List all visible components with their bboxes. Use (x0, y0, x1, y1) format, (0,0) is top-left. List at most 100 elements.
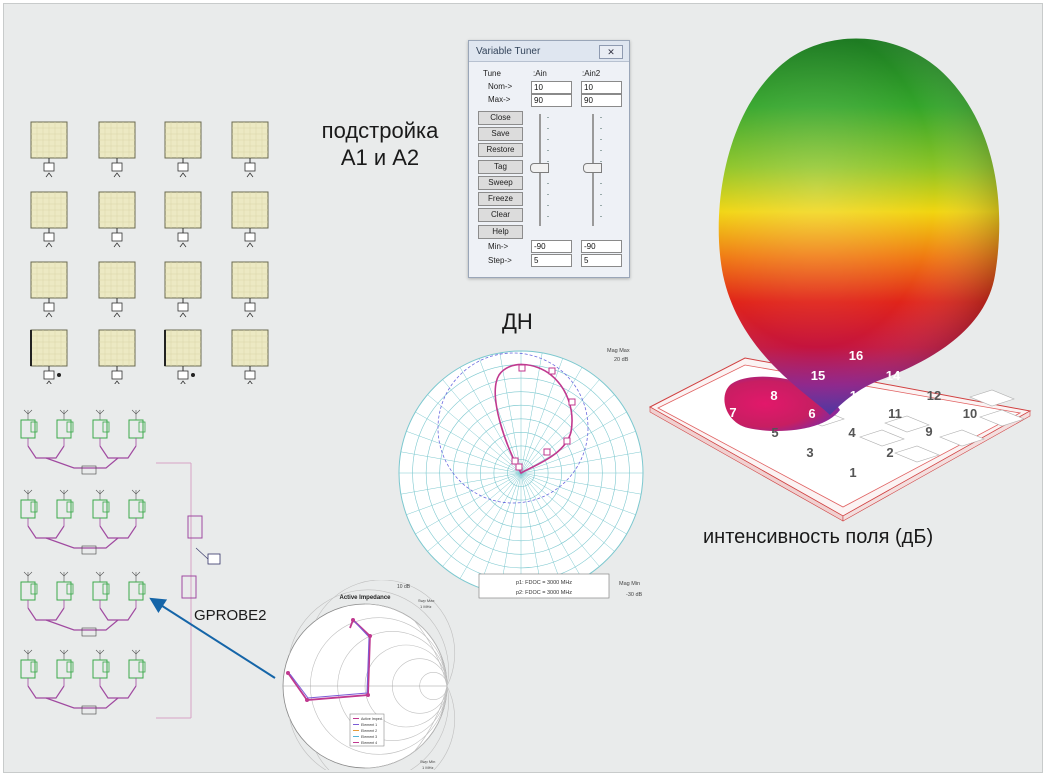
impedance-marker (351, 618, 355, 622)
schematic-element (128, 499, 144, 519)
ain-max-field[interactable]: 90 (531, 94, 572, 107)
help-button[interactable]: Help (478, 225, 523, 239)
restore-button[interactable]: Restore (478, 143, 523, 157)
pattern-marker (511, 457, 519, 465)
combiner-line (99, 445, 137, 459)
ain2-nom-field[interactable]: 10 (581, 81, 622, 94)
smith-reactance-arc (364, 603, 448, 687)
schematic-element (138, 501, 146, 513)
antenna-symbol (95, 489, 105, 495)
element-number-label: 4 (848, 425, 856, 440)
ain2-min-field[interactable]: -90 (581, 240, 622, 253)
tile-ground (179, 172, 187, 178)
schematic-element (66, 421, 74, 433)
antenna-symbol (23, 489, 33, 495)
ain2-step-field[interactable]: 5 (581, 254, 622, 267)
combiner-line (45, 619, 119, 631)
close-button[interactable]: Close (478, 111, 523, 125)
save-button[interactable]: Save (478, 127, 523, 141)
smith-legend-entry: Element 1 (361, 723, 377, 727)
element-number-label: 14 (886, 368, 901, 383)
port-tile-icon (164, 191, 202, 248)
smith-corner-tl: 10 dB (397, 584, 411, 590)
schematic-element (138, 583, 146, 595)
impedance-marker (286, 671, 290, 675)
tile-ground (180, 380, 186, 384)
combiner-line (45, 697, 119, 709)
tuning-label-line1: подстройка (321, 118, 439, 143)
smith-reactance-arc (413, 620, 448, 687)
schematic-block (20, 649, 146, 715)
schematic-wire (195, 547, 209, 560)
schematic-element (20, 581, 36, 601)
polar-spoke (520, 472, 583, 579)
schematic-element (81, 705, 97, 715)
ain-step-field[interactable]: 5 (531, 254, 572, 267)
antenna-symbol (59, 649, 69, 655)
field-intensity-caption: интенсивность поля (дБ) (703, 526, 934, 548)
tile-port-box (111, 162, 123, 172)
polar-spoke (406, 431, 522, 474)
sweep-button[interactable]: Sweep (478, 176, 523, 190)
smith-swp-min-val: 1 MHz (422, 765, 434, 770)
pattern-trace (494, 363, 576, 475)
antenna-symbol (95, 571, 105, 577)
pattern-marker (563, 437, 571, 445)
freeze-button[interactable]: Freeze (478, 192, 523, 206)
ain-min-field[interactable]: -90 (531, 240, 572, 253)
port-tile-icon (231, 121, 269, 178)
element-number-label: 10 (963, 406, 977, 421)
smith-swp-min: Swp Min (420, 759, 435, 764)
variable-tuner-window: Variable Tuner ✕ Tune :Ain :Ain2 Nom-> M… (468, 40, 630, 278)
element-number-label: 16 (849, 348, 863, 363)
schematic-element (66, 661, 74, 673)
schematic-element (30, 501, 38, 513)
gprobe-label: GPROBE2 (194, 607, 267, 624)
port-tile-icon (30, 261, 68, 318)
element-number-label: 15 (811, 368, 825, 383)
impedance-trace (289, 620, 370, 699)
tile-port-box (43, 370, 55, 380)
element-number-label: 5 (771, 425, 778, 440)
tile-port-box (43, 162, 55, 172)
element-number-label: 13 (850, 388, 864, 403)
close-icon[interactable]: ✕ (599, 45, 623, 59)
port-tile-icon (98, 329, 136, 384)
ain-nom-field[interactable]: 10 (531, 81, 572, 94)
tuner-titlebar[interactable]: Variable Tuner ✕ (469, 41, 629, 62)
combiner-line (45, 457, 119, 469)
tile-port-box (177, 302, 189, 312)
schematic-element (128, 419, 144, 439)
tag-button[interactable]: Tag (478, 160, 523, 174)
combiner-line (99, 607, 137, 621)
port-symbol (207, 553, 221, 565)
schematic-element (66, 501, 74, 513)
schematic-element (187, 515, 203, 539)
port-tile-icon (231, 191, 269, 248)
column-header-ain2: :Ain2 (582, 69, 601, 78)
schematic-element (102, 583, 110, 595)
tile-port-box (244, 162, 256, 172)
step-label: Step-> (488, 256, 512, 265)
port-tile-icon (164, 121, 202, 178)
ain2-max-field[interactable]: 90 (581, 94, 622, 107)
tune-label: Tune (483, 69, 501, 78)
combiner-line (27, 607, 65, 621)
antenna-symbol (23, 649, 33, 655)
ain-slider-thumb[interactable] (530, 163, 549, 173)
antenna-symbol (131, 571, 141, 577)
clear-button[interactable]: Clear (478, 208, 523, 222)
smith-legend-entry: Element 4 (361, 741, 377, 745)
polar-spoke (520, 352, 543, 474)
ain2-slider-thumb[interactable] (583, 163, 602, 173)
schematic-element (81, 545, 97, 555)
element-number-label: 8 (770, 388, 777, 403)
tile-port-box (111, 302, 123, 312)
antenna-symbol (59, 571, 69, 577)
schematic-element (20, 419, 36, 439)
smith-reactance-arc (364, 685, 448, 769)
main-lobe-shading (718, 38, 1000, 415)
polar-spoke (520, 367, 583, 474)
polar-spoke (479, 472, 522, 588)
polar-reference-circle (437, 352, 589, 504)
